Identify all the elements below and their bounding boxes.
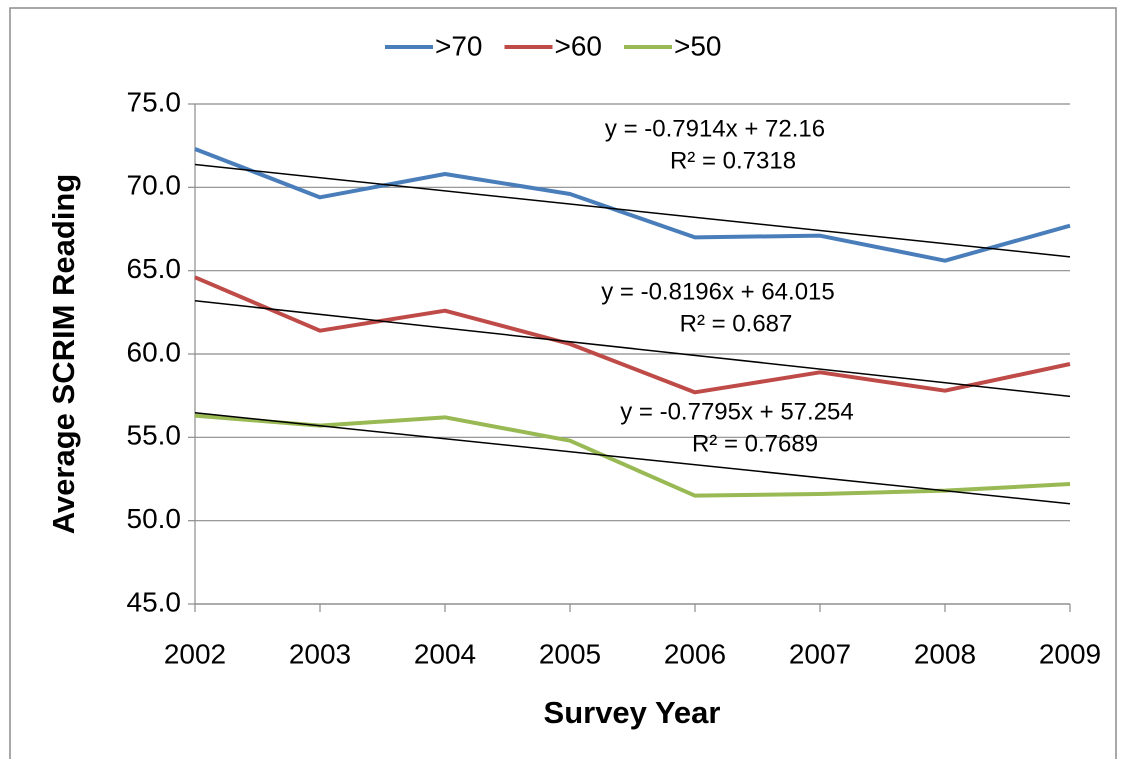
- x-tick-label: 2003: [289, 638, 351, 669]
- y-tick-label: 75.0: [127, 86, 182, 117]
- legend-label: >50: [674, 30, 722, 61]
- x-tick-label: 2008: [914, 638, 976, 669]
- series-line: [194, 147, 1071, 263]
- y-tick-label: 65.0: [127, 253, 182, 284]
- trendline-r-squared: R² = 0.687: [680, 310, 793, 337]
- x-tick-label: 2009: [1039, 638, 1101, 669]
- legend-label: >60: [555, 30, 603, 61]
- trendline-equation: y = -0.7795x + 57.254: [620, 398, 854, 425]
- y-tick-label: 50.0: [127, 503, 182, 534]
- trendline: [194, 412, 1071, 505]
- y-tick-label: 45.0: [127, 586, 182, 617]
- x-axis-title: Survey Year: [544, 695, 721, 730]
- y-tick-label: 70.0: [127, 170, 182, 201]
- series-line: [194, 413, 1071, 498]
- x-tick-label: 2002: [164, 638, 226, 669]
- y-axis-title: Average SCRIM Reading: [46, 174, 81, 535]
- legend-label: >70: [435, 30, 483, 61]
- chart-frame: [9, 7, 1117, 764]
- trendline: [194, 163, 1071, 258]
- trendline-r-squared: R² = 0.7689: [692, 430, 818, 457]
- x-tick-label: 2004: [414, 638, 476, 669]
- series-line: [194, 275, 1071, 395]
- x-tick-label: 2007: [789, 638, 851, 669]
- y-tick-label: 55.0: [127, 420, 182, 451]
- x-tick-label: 2006: [664, 638, 726, 669]
- y-tick-label: 60.0: [127, 336, 182, 367]
- trendline-equation: y = -0.7914x + 72.16: [605, 115, 825, 142]
- trendline-equation: y = -0.8196x + 64.015: [601, 278, 835, 305]
- x-tick-label: 2005: [539, 638, 601, 669]
- trendline: [194, 299, 1071, 398]
- trendline-r-squared: R² = 0.7318: [670, 147, 796, 174]
